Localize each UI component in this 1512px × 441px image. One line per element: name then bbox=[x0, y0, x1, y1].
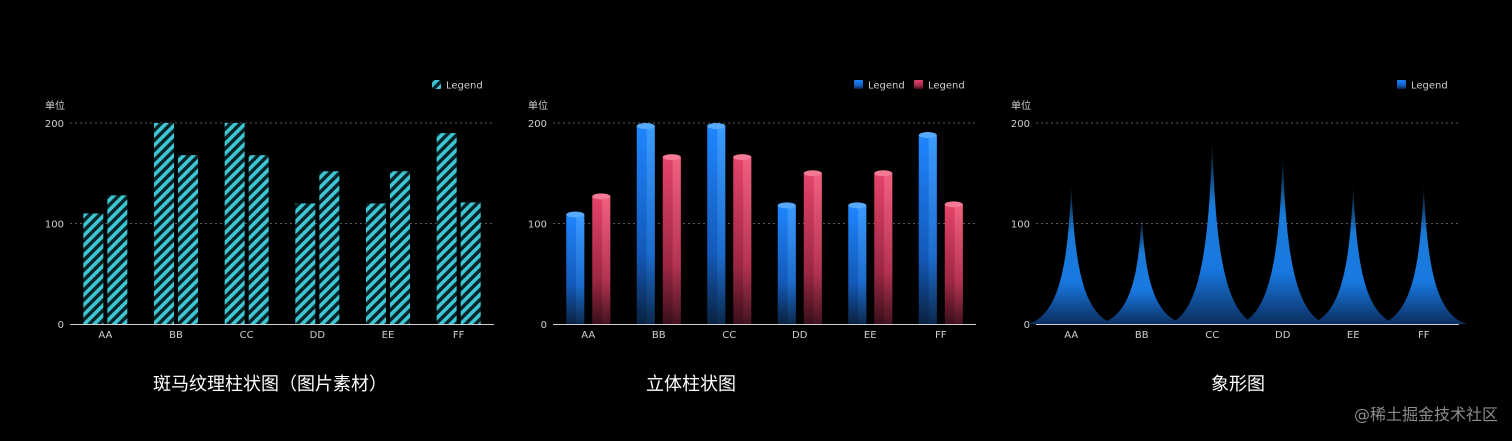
chart-1-x-tick-label: BB bbox=[169, 330, 183, 341]
chart-2-bar-top-FF-s2 bbox=[944, 201, 963, 208]
chart-3-x-tick-label: CC bbox=[1205, 330, 1219, 341]
chart-2-bar-side-EE-s1 bbox=[858, 205, 867, 324]
chart-3-x-tick-label: FF bbox=[1418, 330, 1430, 341]
chart-2-bar-side-AA-s1 bbox=[576, 214, 585, 324]
chart-1-unit-label: 单位 bbox=[45, 99, 65, 112]
chart-2-bar-side-AA-s2 bbox=[602, 196, 611, 324]
chart-1-bar-BB-s2 bbox=[178, 155, 198, 324]
chart-2-bar-side-DD-s1 bbox=[787, 205, 796, 324]
chart-2-bar-top-AA-s2 bbox=[592, 193, 611, 200]
chart-3-unit-label: 单位 bbox=[1011, 99, 1031, 112]
chart-2-legend-swatch bbox=[854, 80, 863, 89]
chart-1-bar-EE-s2 bbox=[390, 171, 410, 324]
chart-2-bar-top-BB-s2 bbox=[662, 154, 681, 161]
chart-3-legend-label: Legend bbox=[1411, 81, 1448, 92]
chart-2-x-tick-label: CC bbox=[722, 330, 736, 341]
chart-2-bar-top-FF-s1 bbox=[918, 132, 937, 139]
chart-1-x-tick-label: EE bbox=[382, 330, 395, 341]
chart-3-x-tick-label: BB bbox=[1135, 330, 1149, 341]
chart-2-x-tick-label: FF bbox=[935, 330, 947, 341]
chart-1-x-tick-label: AA bbox=[98, 330, 112, 341]
chart-2-y-tick-label: 100 bbox=[528, 220, 547, 231]
chart-1-bar-DD-s1 bbox=[295, 203, 316, 324]
chart-2-y-tick-label: 200 bbox=[528, 119, 547, 130]
chart-2-bar-top-BB-s1 bbox=[636, 123, 655, 130]
chart-3-legend-swatch bbox=[1397, 80, 1406, 89]
chart-2-bar-top-CC-s1 bbox=[707, 123, 726, 130]
chart-2-x-tick-label: DD bbox=[792, 330, 808, 341]
chart-2-bar-side-CC-s2 bbox=[743, 157, 752, 324]
caption-3d-bar-chart: 立体柱状图 bbox=[646, 374, 736, 395]
chart-2-bar-top-DD-s2 bbox=[803, 170, 822, 177]
chart-1-bar-FF-s1 bbox=[436, 133, 457, 324]
chart-2-legend-swatch bbox=[914, 80, 923, 89]
chart-1-bar-EE-s1 bbox=[366, 203, 386, 324]
chart-2-legend-label: Legend bbox=[928, 81, 965, 92]
watermark: @稀土掘金技术社区 bbox=[1353, 405, 1498, 424]
chart-2-bar-top-EE-s2 bbox=[874, 170, 893, 177]
caption-pictorial-chart: 象形图 bbox=[1211, 374, 1265, 395]
chart-3-spike-FF bbox=[1380, 183, 1468, 324]
chart-2-legend-label: Legend bbox=[868, 81, 905, 92]
chart-3-spike-DD bbox=[1239, 153, 1327, 324]
chart-3-spike-BB bbox=[1098, 213, 1186, 324]
chart-2-x-tick-label: BB bbox=[652, 330, 666, 341]
caption-striped-bar-chart: 斑马纹理柱状图（图片素材） bbox=[153, 374, 387, 395]
chart-1-bar-FF-s2 bbox=[460, 202, 481, 324]
chart-2-bar-top-EE-s1 bbox=[848, 202, 867, 209]
chart-3-x-tick-label: DD bbox=[1275, 330, 1291, 341]
chart-3-spike-EE bbox=[1309, 183, 1397, 324]
chart-2-y-tick-label: 0 bbox=[541, 320, 547, 331]
chart-2-x-tick-label: EE bbox=[864, 330, 877, 341]
chart-1-bar-CC-s2 bbox=[248, 155, 269, 324]
chart-1-legend-label: Legend bbox=[446, 81, 483, 92]
chart-1-x-tick-label: CC bbox=[240, 330, 254, 341]
chart-1-bar-BB-s1 bbox=[154, 123, 174, 324]
chart-1-x-tick-label: DD bbox=[310, 330, 326, 341]
chart-1-y-tick-label: 0 bbox=[58, 320, 64, 331]
chart-2-bar-top-CC-s2 bbox=[733, 154, 752, 161]
chart-2-bar-side-BB-s1 bbox=[646, 126, 655, 324]
chart-1-legend-swatch bbox=[432, 80, 441, 89]
chart-2-bar-side-CC-s1 bbox=[717, 126, 726, 324]
chart-1-x-tick-label: FF bbox=[453, 330, 465, 341]
chart-2-unit-label: 单位 bbox=[528, 99, 548, 112]
chart-2-bar-top-DD-s1 bbox=[777, 202, 796, 209]
chart-3-x-tick-label: EE bbox=[1347, 330, 1360, 341]
chart-3-y-tick-label: 100 bbox=[1011, 220, 1030, 231]
chart-2-bar-side-EE-s2 bbox=[884, 173, 893, 324]
chart-3-y-tick-label: 200 bbox=[1011, 119, 1030, 130]
chart-1-bar-AA-s1 bbox=[83, 213, 104, 324]
chart-2-bar-side-FF-s1 bbox=[928, 135, 937, 324]
chart-1-bar-CC-s1 bbox=[224, 123, 245, 324]
chart-3-x-tick-label: AA bbox=[1064, 330, 1078, 341]
chart-2-x-tick-label: AA bbox=[581, 330, 595, 341]
chart-2-bar-top-AA-s1 bbox=[566, 211, 585, 218]
chart-1-y-tick-label: 100 bbox=[45, 220, 64, 231]
chart-3-spike-CC bbox=[1168, 138, 1256, 324]
chart-1-bar-AA-s2 bbox=[107, 195, 128, 324]
chart-2-bar-side-DD-s2 bbox=[813, 173, 822, 324]
chart-1-bar-DD-s2 bbox=[319, 171, 340, 324]
chart-1-y-tick-label: 200 bbox=[45, 119, 64, 130]
chart-3-spike-AA bbox=[1027, 183, 1115, 324]
chart-2-bar-side-FF-s2 bbox=[954, 204, 963, 324]
chart-3-y-tick-label: 0 bbox=[1024, 320, 1030, 331]
chart-2-bar-side-BB-s2 bbox=[672, 157, 681, 324]
